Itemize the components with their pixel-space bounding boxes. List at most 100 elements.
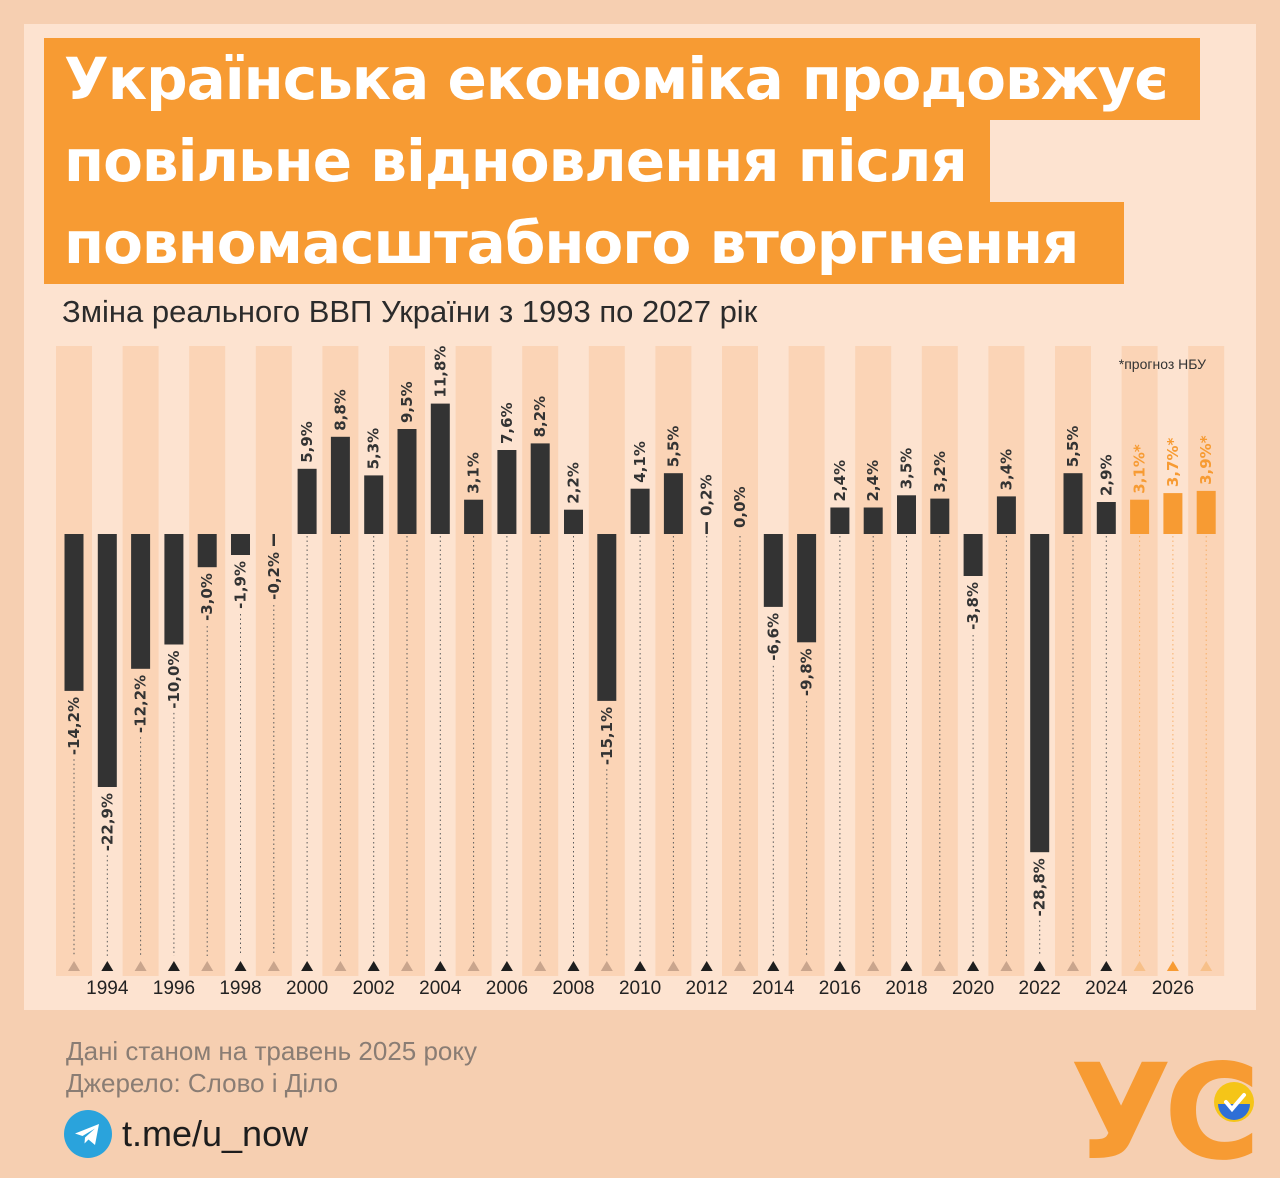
x-tick-2024: 2024 [1085,978,1128,999]
year-marker-2022 [1033,961,1046,971]
value-label-1996: -10,0% [165,651,183,709]
x-tick-2012: 2012 [686,978,728,999]
x-tick-1994: 1994 [86,978,129,999]
column-band [921,346,958,976]
value-label-2003: 9,5% [398,381,416,423]
year-marker-2003 [401,961,413,971]
bar-2019 [930,498,950,534]
bar-1996 [164,534,184,645]
value-label-2005: 3,1% [465,452,483,494]
year-marker-2009 [600,961,613,971]
x-tick-1998: 1998 [219,978,261,999]
year-marker-2027 [1200,961,1213,971]
bar-2004 [430,403,450,534]
year-marker-2018 [900,961,913,971]
bar-2017 [863,507,883,534]
title-line-3: повномасштабного вторгнення [44,202,1124,284]
year-marker-2026 [1166,961,1179,971]
year-marker-2001 [334,961,347,971]
value-label-2016: 2,4% [831,460,849,502]
year-marker-1996 [167,961,180,971]
year-marker-2017 [867,961,880,971]
bar-2000 [297,468,317,534]
bar-2018 [897,495,916,534]
year-marker-2020 [967,961,980,971]
bar-2023 [1063,473,1083,534]
bar-2002 [364,475,384,534]
column-band [655,346,692,976]
value-label-2000: 5,9% [298,421,316,463]
year-marker-2002 [367,961,380,971]
x-tick-2022: 2022 [1019,978,1061,999]
x-tick-2002: 2002 [353,978,395,999]
bar-2010 [630,488,650,534]
bars-group: -14,2% -22,9% -12,2% -10,0% -3,0% -1,9% -0,2% 5… [64,346,1216,971]
value-label-2019: 3,2% [931,451,949,493]
year-marker-2012 [700,961,713,971]
year-marker-1999 [267,961,280,971]
column-band [855,346,892,976]
value-label-1997: -3,0% [198,573,216,621]
x-tick-2004: 2004 [419,978,462,999]
column-band [522,346,559,976]
column-band [1188,346,1225,976]
year-marker-1998 [234,961,247,971]
year-marker-1993 [68,961,80,971]
column-band [455,346,492,976]
year-marker-2000 [301,961,314,971]
title-line-1: Українська економіка продовжує [44,38,1200,120]
value-label-2017: 2,4% [864,460,882,502]
bar-2024 [1096,502,1116,534]
value-label-1994: -22,9% [98,793,116,851]
value-label-1998: -1,9% [232,561,250,609]
bar-2020 [963,534,983,576]
x-tick-2010: 2010 [619,978,661,999]
value-label-2006: 7,6% [498,402,516,444]
x-tick-2014: 2014 [752,978,795,999]
value-label-2014: -6,6% [764,613,782,661]
value-label-2018: 3,5% [898,448,916,490]
x-tick-1996: 1996 [153,978,195,999]
x-tick-2006: 2006 [486,978,528,999]
value-label-2011: 5,5% [664,426,682,468]
bar-2027 [1196,490,1216,534]
x-tick-2020: 2020 [952,978,994,999]
year-marker-1994 [101,961,114,971]
bar-2015 [797,534,817,643]
year-marker-2024 [1100,961,1113,971]
x-tick-2026: 2026 [1152,978,1194,999]
value-label-2023: 5,5% [1064,426,1082,468]
value-label-2026: 3,7%* [1164,437,1182,487]
year-marker-2019 [933,961,946,971]
year-marker-2006 [500,961,513,971]
year-marker-2025 [1133,961,1146,971]
value-label-2007: 8,2% [531,396,549,438]
chart-subtitle: Зміна реального ВВП України з 1993 по 20… [62,294,758,329]
bar-2025 [1130,499,1150,534]
bar-2012 [705,522,708,534]
telegram-link-text[interactable]: t.me/u_now [122,1113,309,1154]
gdp-bar-chart: *прогноз НБУ -14,2% -22,9% -12,2% -10,0% -3,… [56,346,1225,999]
year-marker-2007 [534,961,547,971]
value-label-2004: 11,8% [431,346,449,398]
bar-2022 [1030,534,1050,853]
value-label-2013: 0,0% [731,486,749,528]
value-label-2009: -15,1% [598,707,616,765]
year-marker-2008 [567,961,580,971]
year-marker-1995 [134,961,147,971]
x-axis-ticks: 1994 1996 1998 2000 2002 2004 2006 2008 2010 2012… [86,978,1194,999]
title-line-2: повільне відновлення після [44,120,990,202]
value-label-1999: -0,2% [265,552,283,600]
value-label-2020: -3,8% [964,582,982,630]
column-band [722,346,758,976]
source-note: Джерело: Слово і Діло [66,1068,339,1098]
bar-2001 [330,436,350,534]
year-marker-1997 [201,961,214,971]
year-marker-2021 [1000,961,1013,971]
column-band [788,346,825,976]
forecast-note: *прогноз НБУ [1119,356,1206,372]
verified-badge-icon [1214,1082,1254,1122]
bar-2008 [564,509,583,534]
bar-2005 [464,499,484,534]
column-band [1121,346,1158,976]
